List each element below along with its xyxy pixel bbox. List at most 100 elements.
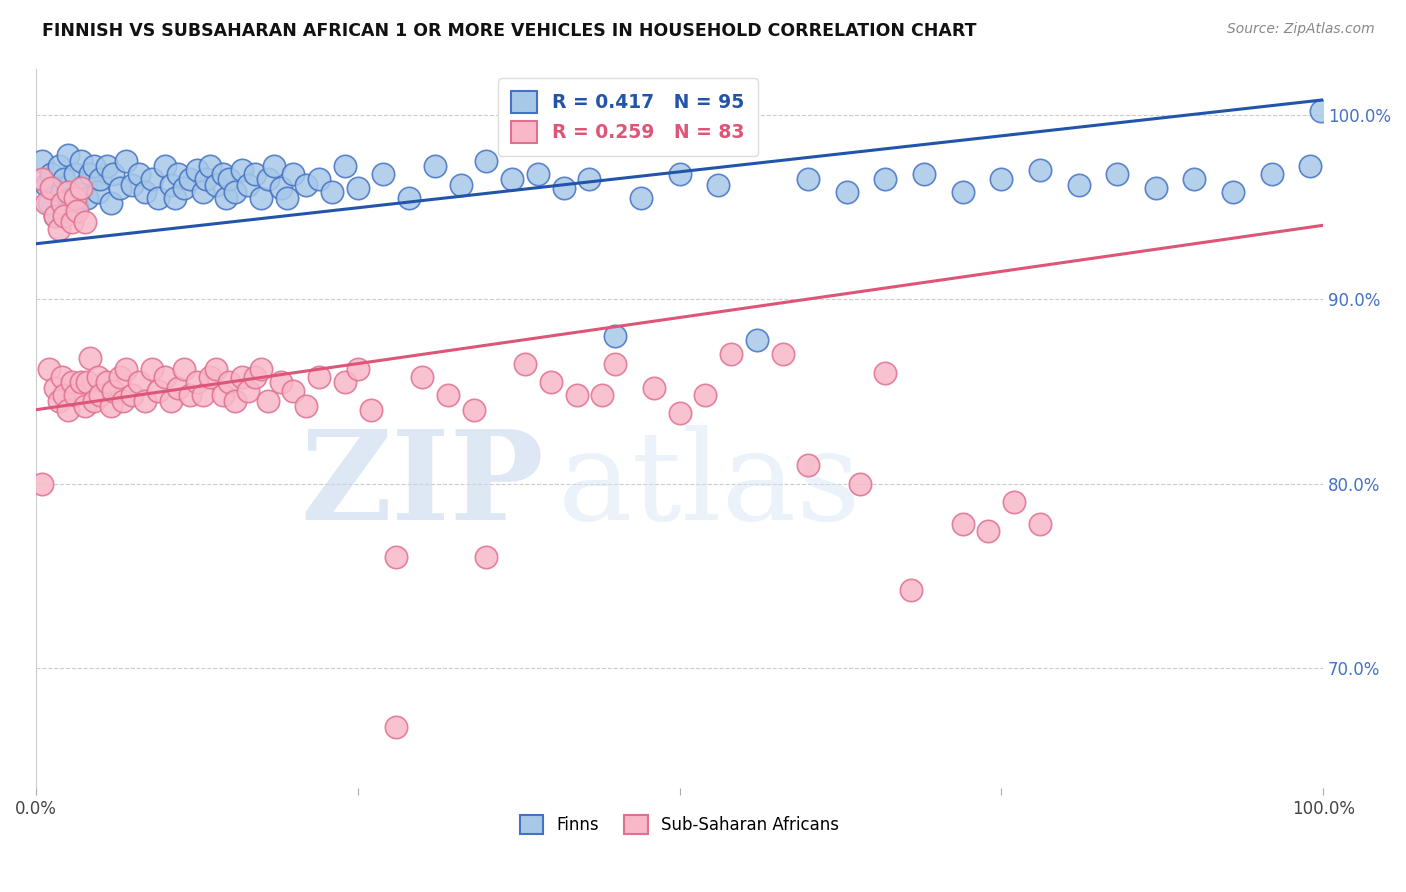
- Point: [73, 399, 96, 413]
- Point: [707, 178, 730, 192]
- Point: [60, 375, 83, 389]
- Point: [63, 388, 86, 402]
- Point: [527, 167, 550, 181]
- Point: [1107, 167, 1129, 181]
- Point: [53, 172, 76, 186]
- Point: [990, 172, 1012, 186]
- Point: [513, 357, 536, 371]
- Point: [83, 393, 105, 408]
- Point: [630, 191, 652, 205]
- Point: [70, 375, 93, 389]
- Point: [283, 167, 305, 181]
- Point: [53, 388, 76, 402]
- Point: [398, 191, 420, 205]
- Point: [160, 178, 183, 192]
- Point: [153, 159, 176, 173]
- Point: [243, 369, 266, 384]
- Point: [952, 185, 974, 199]
- Point: [875, 366, 897, 380]
- Point: [205, 178, 228, 192]
- Text: ZIP: ZIP: [301, 425, 544, 546]
- Point: [31, 172, 53, 186]
- Point: [35, 196, 58, 211]
- Point: [218, 172, 240, 186]
- Point: [745, 333, 768, 347]
- Point: [134, 393, 156, 408]
- Point: [668, 167, 690, 181]
- Point: [450, 178, 472, 192]
- Point: [437, 388, 460, 402]
- Point: [333, 375, 356, 389]
- Point: [797, 172, 820, 186]
- Point: [56, 148, 79, 162]
- Point: [540, 375, 562, 389]
- Point: [772, 347, 794, 361]
- Point: [198, 369, 221, 384]
- Point: [173, 362, 195, 376]
- Point: [385, 550, 408, 565]
- Point: [121, 178, 143, 192]
- Point: [121, 388, 143, 402]
- Point: [128, 375, 150, 389]
- Point: [76, 191, 98, 205]
- Point: [1184, 172, 1206, 186]
- Point: [231, 163, 253, 178]
- Point: [179, 388, 201, 402]
- Point: [193, 185, 215, 199]
- Point: [605, 329, 627, 343]
- Point: [166, 167, 188, 181]
- Point: [41, 167, 63, 181]
- Point: [501, 172, 523, 186]
- Point: [295, 399, 318, 413]
- Point: [53, 209, 76, 223]
- Point: [952, 517, 974, 532]
- Point: [385, 720, 408, 734]
- Point: [211, 167, 233, 181]
- Point: [63, 167, 86, 181]
- Point: [373, 167, 395, 181]
- Point: [48, 222, 70, 236]
- Point: [101, 167, 124, 181]
- Point: [256, 393, 278, 408]
- Point: [108, 181, 131, 195]
- Point: [38, 196, 60, 211]
- Point: [346, 362, 368, 376]
- Point: [218, 375, 240, 389]
- Point: [115, 362, 138, 376]
- Point: [89, 172, 111, 186]
- Point: [83, 159, 105, 173]
- Point: [41, 181, 63, 195]
- Point: [360, 402, 382, 417]
- Point: [66, 200, 89, 214]
- Point: [101, 384, 124, 399]
- Text: FINNISH VS SUBSAHARAN AFRICAN 1 OR MORE VEHICLES IN HOUSEHOLD CORRELATION CHART: FINNISH VS SUBSAHARAN AFRICAN 1 OR MORE …: [42, 22, 977, 40]
- Point: [308, 369, 330, 384]
- Point: [553, 181, 575, 195]
- Point: [141, 172, 163, 186]
- Point: [56, 402, 79, 417]
- Point: [250, 191, 273, 205]
- Point: [100, 196, 122, 211]
- Point: [283, 384, 305, 399]
- Point: [193, 388, 215, 402]
- Point: [166, 381, 188, 395]
- Point: [128, 167, 150, 181]
- Point: [243, 167, 266, 181]
- Point: [668, 406, 690, 420]
- Point: [31, 153, 53, 168]
- Point: [276, 191, 298, 205]
- Point: [141, 362, 163, 376]
- Point: [60, 214, 83, 228]
- Point: [63, 191, 86, 205]
- Point: [112, 393, 135, 408]
- Point: [591, 388, 613, 402]
- Point: [51, 185, 73, 199]
- Point: [79, 167, 101, 181]
- Point: [66, 203, 89, 218]
- Point: [848, 476, 870, 491]
- Point: [1067, 178, 1090, 192]
- Point: [565, 388, 588, 402]
- Point: [51, 369, 73, 384]
- Point: [194, 172, 217, 186]
- Point: [87, 185, 110, 199]
